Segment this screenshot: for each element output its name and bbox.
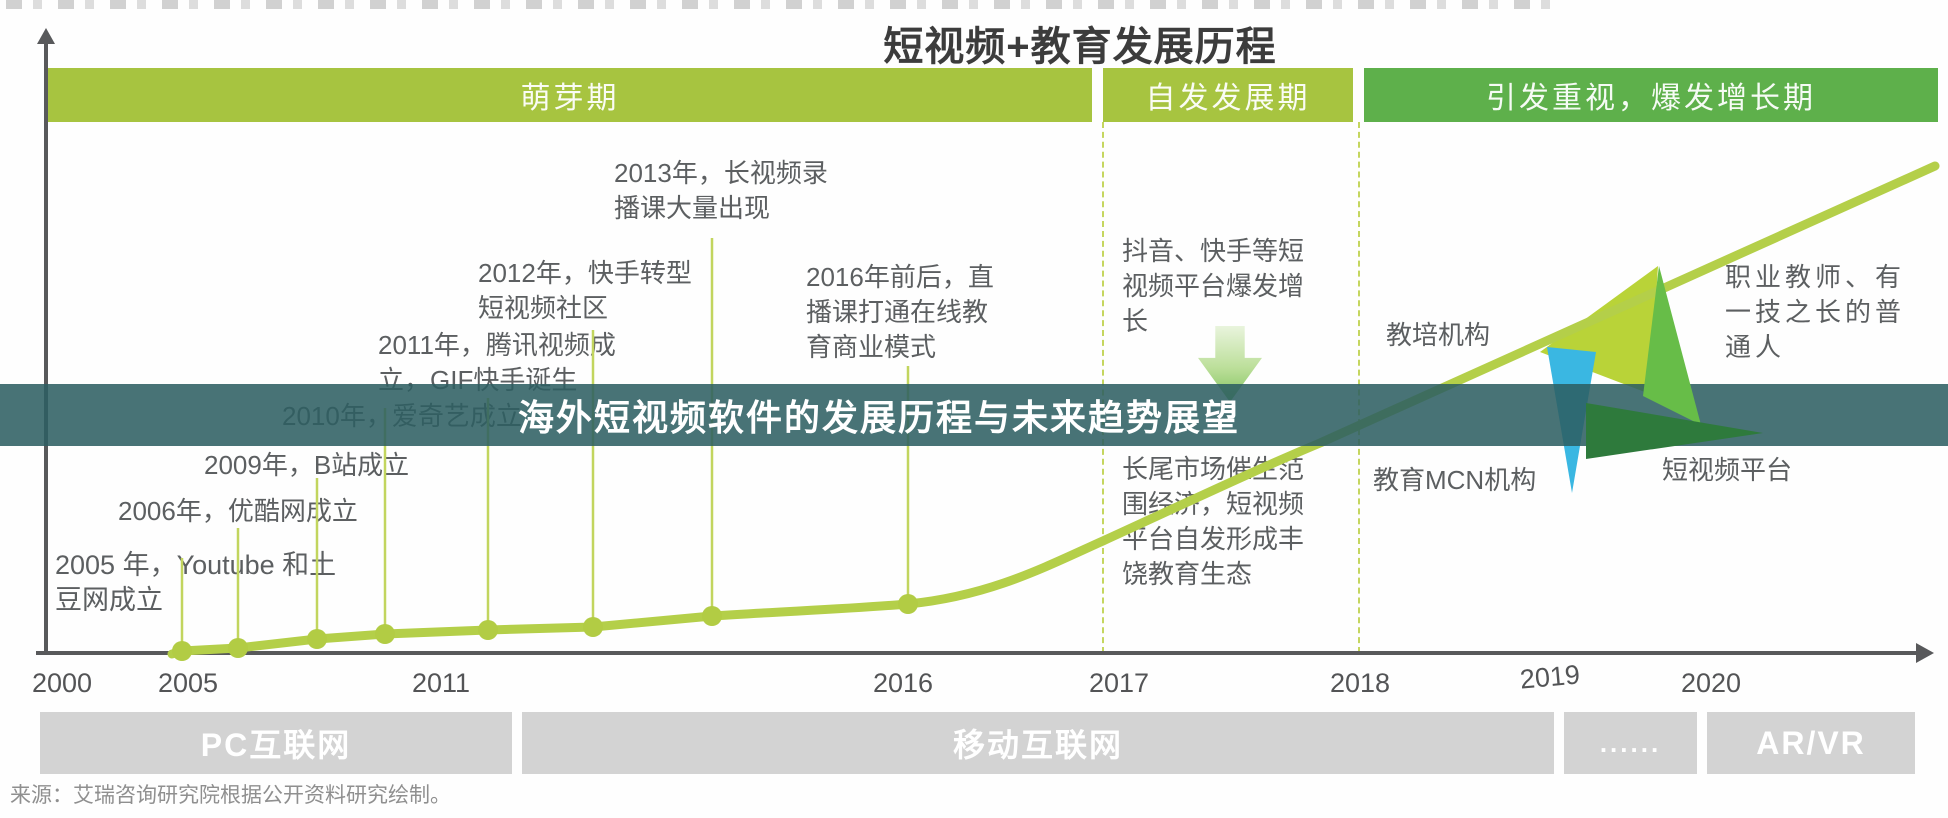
milestone-2016: 2016年前后，直播课打通在线教育商业模式 bbox=[806, 262, 994, 362]
milestone-2012: 2012年，快手转型短视频社区 bbox=[478, 258, 692, 323]
milestone-2009: 2009年，B站成立 bbox=[204, 450, 410, 480]
overlay-banner: 海外短视频软件的发展历程与未来趋势展望 bbox=[0, 384, 1948, 446]
x-axis-arrow-icon bbox=[1916, 643, 1934, 663]
y-axis-arrow-icon bbox=[37, 28, 55, 44]
era-label: PC互联网 bbox=[200, 727, 352, 763]
annotation-professional-teachers: 职业教师、有一技之长的普通人 bbox=[1725, 262, 1906, 362]
era-label: 移动互联网 bbox=[952, 727, 1123, 763]
phase-band-explosive-growth: 引发重视，爆发增长期 bbox=[1364, 68, 1938, 122]
cropped-text-remnant bbox=[6, 0, 1551, 9]
annotation-education-mcn: 教育MCN机构 bbox=[1373, 465, 1537, 495]
phase-band-spontaneous-growth: 自发发展期 bbox=[1103, 68, 1353, 122]
milestone-2006: 2006年，优酷网成立 bbox=[118, 496, 358, 526]
era-band-pc-internet: PC互联网 bbox=[40, 712, 512, 774]
source-note: 来源：艾瑞咨询研究院根据公开资料研究绘制。 bbox=[10, 784, 451, 807]
era-band-mobile-internet: 移动互联网 bbox=[522, 712, 1554, 774]
overlay-banner-title: 海外短视频软件的发展历程与未来趋势展望 bbox=[518, 397, 1241, 438]
era-band-ar-vr: AR/VR bbox=[1707, 712, 1915, 774]
y-axis-line bbox=[44, 42, 48, 654]
x-tick-2020: 2020 bbox=[1680, 668, 1742, 698]
x-tick-2011: 2011 bbox=[411, 668, 471, 698]
annotation-training-institutions: 教培机构 bbox=[1386, 320, 1491, 350]
x-axis-line bbox=[36, 651, 1920, 655]
x-tick-2016: 2016 bbox=[872, 668, 934, 698]
x-tick-2000: 2000 bbox=[31, 668, 93, 698]
era-band-ellipsis: ...... bbox=[1564, 712, 1697, 774]
phase-label: 自发发展期 bbox=[1145, 82, 1311, 115]
era-label: ...... bbox=[1599, 727, 1662, 758]
decorative-triangles-back bbox=[1540, 266, 1658, 493]
x-tick-2005: 2005 bbox=[157, 668, 219, 698]
annotation-short-video-platform: 短视频平台 bbox=[1662, 455, 1793, 485]
era-label: AR/VR bbox=[1756, 724, 1866, 761]
x-tick-2017: 2017 bbox=[1088, 668, 1150, 698]
phase-band-germination: 萌芽期 bbox=[48, 68, 1092, 122]
x-tick-2019: 2019 bbox=[1518, 659, 1582, 695]
phase-label: 引发重视，爆发增长期 bbox=[1486, 82, 1816, 115]
annotation-douyin-kuaishou-growth: 抖音、快手等短视频平台爆发增长 bbox=[1122, 236, 1305, 336]
annotation-long-tail-ecosystem: 长尾市场催生范围经济，短视频平台自发形成丰饶教育生态 bbox=[1122, 454, 1305, 589]
phase-label: 萌芽期 bbox=[520, 82, 620, 115]
page-title: 短视频+教育发展历程 bbox=[883, 25, 1277, 69]
x-tick-2018: 2018 bbox=[1329, 668, 1391, 698]
milestone-2005: 2005 年，Youtube 和土豆网成立 bbox=[55, 550, 337, 615]
milestone-2013: 2013年，长视频录播课大量出现 bbox=[614, 158, 828, 223]
